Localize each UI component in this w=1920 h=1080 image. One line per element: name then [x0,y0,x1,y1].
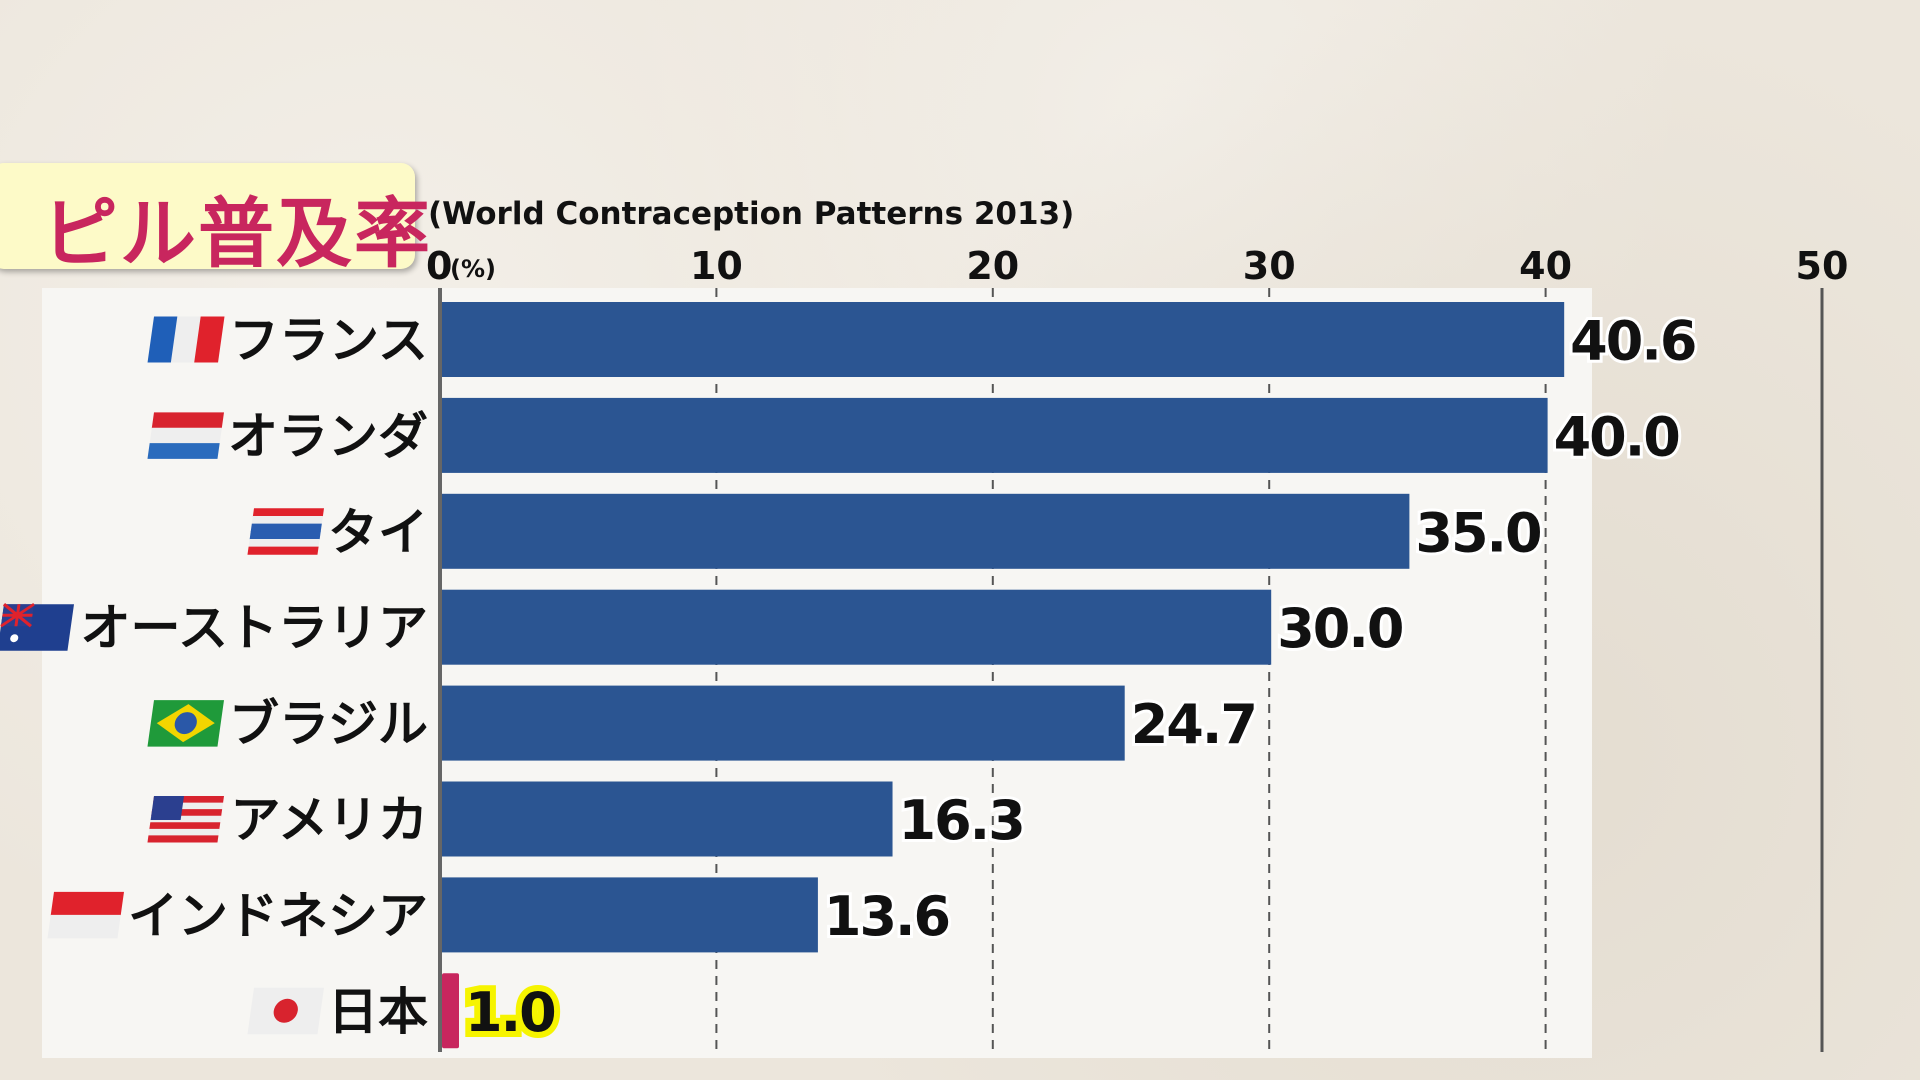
flag-stripe [47,914,121,939]
value-label: 35.0 [1415,501,1540,564]
usa-flag-icon [147,796,224,843]
chart-title: ピル普及率 [42,189,432,278]
flag-stripe [252,508,324,517]
bar [442,493,1410,569]
flag-sun [273,998,298,1023]
x-tick-label: 50 [1796,244,1849,288]
value-label: 13.6 [824,885,949,948]
thailand-flag-icon [247,508,324,555]
category-label: ブラジル [229,695,428,753]
flag-stripe [194,316,225,363]
netherlands-flag-icon [147,412,224,459]
category-label: オランダ [228,407,428,465]
bar [442,877,818,953]
chart-subtitle: (World Contraception Patterns 2013) [428,196,1075,232]
flag-stripe [249,531,321,540]
x-tick-label: 0 [426,244,452,288]
flag-stripe [247,546,319,555]
bar [442,589,1272,665]
x-tick-label: 20 [966,244,1019,288]
flag-cross [0,602,35,628]
category-label: オーストラリア [81,599,429,657]
value-label: 16.3 [899,789,1024,852]
flag-star [10,634,19,643]
flag-stripe [251,515,323,525]
flag-globe [174,712,197,735]
bar [442,973,459,1049]
flag-stripe [50,891,124,916]
flag-stripe [147,316,178,363]
title-box [0,163,415,269]
value-label: 30.0 [1277,597,1402,660]
category-label: フランス [229,312,428,370]
unit-label: (%) [450,255,496,283]
bar [442,685,1125,761]
australia-flag-icon [0,602,74,651]
flag-stripe [250,523,322,532]
bar [442,781,893,857]
flag-stripe [147,443,220,459]
brazil-flag-icon [147,700,224,747]
x-tick-label: 10 [690,244,743,288]
flag-stripe [151,412,224,429]
japan-flag-icon [247,987,324,1035]
category-label: アメリカ [231,791,429,849]
flag-stripe [149,822,221,830]
x-tick-label: 40 [1519,244,1572,288]
category-label: タイ [328,503,428,561]
flag-stripe [248,538,320,548]
bar [442,397,1548,473]
category-label: インドネシア [128,887,428,945]
indonesia-flag-icon [47,891,124,939]
flag-stripe [149,427,222,444]
x-tick-label: 30 [1243,244,1296,288]
value-label: 24.7 [1131,693,1256,756]
bar [442,302,1565,377]
france-flag-icon [147,316,225,363]
flag-canton [150,796,184,820]
value-label: 1.0 [465,981,555,1044]
value-label: 40.0 [1554,405,1679,468]
flag-stripe [147,835,219,843]
value-label: 40.6 [1570,310,1695,373]
flag-stripe [170,316,202,363]
category-label: 日本 [328,983,428,1041]
flag-stripe [148,828,220,836]
